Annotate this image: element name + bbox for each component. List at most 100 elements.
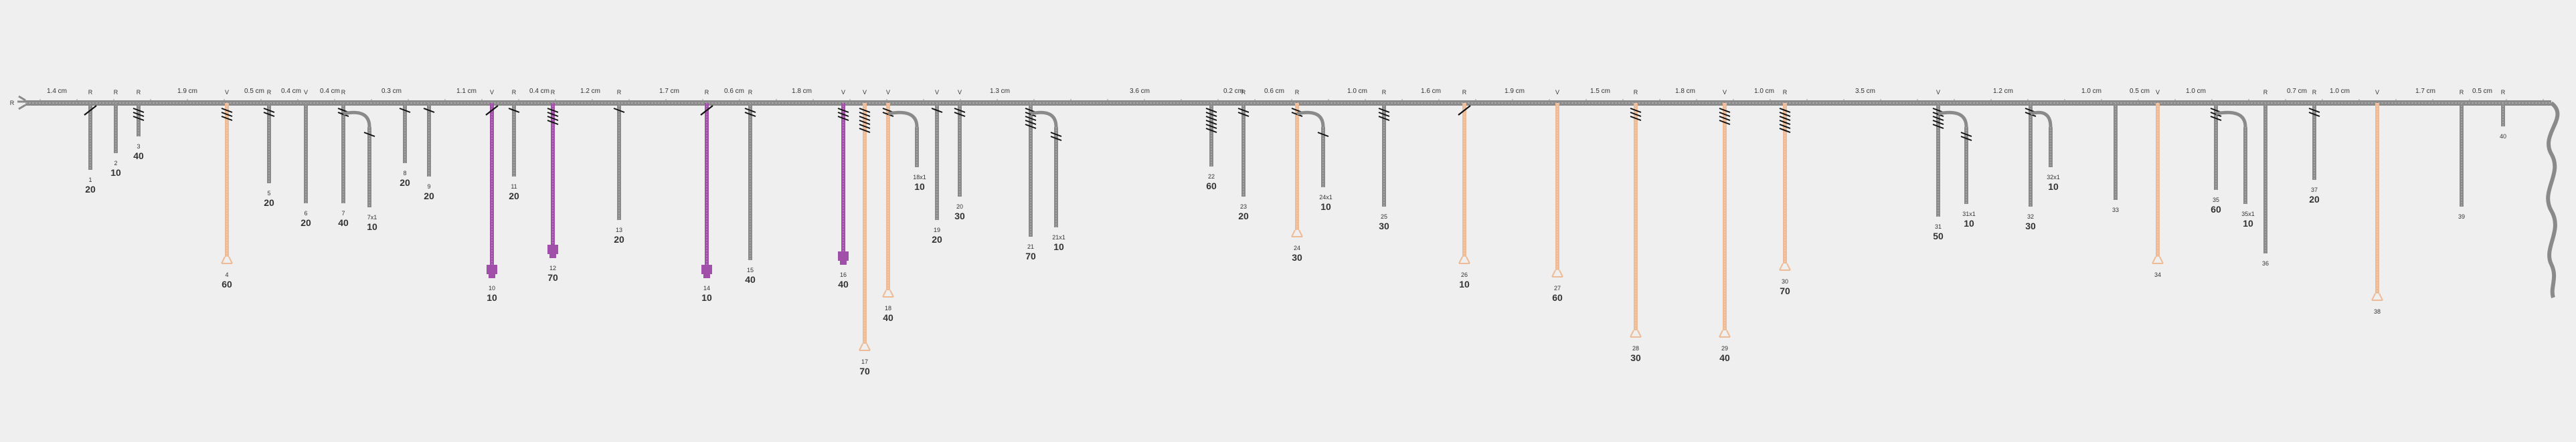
branch-value: 10 (914, 181, 925, 192)
hatch-mark (1932, 116, 1944, 121)
side-branch-arc (1296, 110, 1325, 128)
branch-number: 31 (1935, 223, 1942, 230)
hatch-mark (1025, 124, 1037, 129)
branch-type-label: R (341, 89, 346, 96)
branch-34: V 34 (2152, 89, 2164, 278)
branch-number: 4 (225, 271, 228, 278)
branch-8: 820 (399, 103, 411, 188)
branch-7: R 740 (337, 89, 349, 228)
branch-stem (114, 103, 118, 153)
branch-value: 60 (1552, 292, 1563, 303)
gap-label: 1.5 cm (1590, 88, 1610, 95)
gap-label: 1.0 cm (1754, 88, 1774, 95)
branch-stem (863, 103, 867, 344)
branch-type-label: R (1462, 89, 1467, 96)
hatch-mark (859, 116, 871, 121)
gap-label: 1.3 cm (990, 88, 1010, 95)
branch-33: 33 (2112, 103, 2119, 213)
branch-number: 16 (840, 271, 847, 278)
gap-label: 3.6 cm (1130, 88, 1150, 95)
branch-value: 20 (1238, 211, 1249, 221)
branch-value: 20 (85, 184, 96, 195)
branch-type-label: R (551, 89, 555, 96)
branch-number: 18x1 (913, 174, 926, 181)
branch-number: 29 (1721, 345, 1728, 352)
root-tip (1458, 256, 1470, 264)
branch-value: 10 (1459, 279, 1470, 290)
branch-type-label: V (1936, 89, 1940, 96)
hatch-mark (2308, 108, 2320, 113)
gap-label: 1.0 cm (1347, 88, 1367, 95)
gap-label: 0.3 cm (381, 88, 402, 95)
hatch-mark (1237, 108, 1250, 113)
branch-stem (427, 103, 431, 177)
branch-type-label: R (88, 89, 93, 96)
branch-value: 20 (300, 217, 311, 228)
branch-stem (915, 127, 919, 167)
hatch-mark (263, 108, 275, 113)
branch-type-label: R (512, 89, 517, 96)
branch-number: 10 (489, 285, 495, 292)
gap-label: 0.2 cm (1223, 88, 1243, 95)
branch-6: V 620 (300, 89, 311, 228)
hatch-mark (547, 116, 559, 121)
root-origin-fork (17, 95, 26, 110)
branch-stem (137, 103, 141, 136)
branch-stem (841, 103, 845, 257)
branch-number: 39 (2458, 213, 2465, 220)
hatch-mark (337, 112, 349, 117)
branch-number: 30 (1782, 278, 1788, 285)
hatch-mark (2308, 112, 2320, 117)
branch-stem (1241, 103, 1246, 197)
gap-label: 0.4 cm (281, 88, 301, 95)
branch-value: 30 (1630, 352, 1641, 363)
branch-36: R 36 (2262, 89, 2269, 267)
branch-value: 10 (367, 221, 377, 232)
branch-2: R 210 (110, 89, 121, 178)
root-tip (2371, 293, 2383, 301)
branch-value: 10 (701, 292, 712, 303)
hatch-mark (1719, 120, 1731, 125)
branch-number: 33 (2112, 207, 2119, 213)
hatch-mark (1630, 108, 1642, 113)
hatch-mark (133, 112, 145, 117)
branch-type-label: R (114, 89, 118, 96)
branch-type-label: R (2263, 89, 2268, 96)
hatch-mark (1205, 124, 1217, 129)
hatch-mark (1458, 105, 1471, 116)
gap-label: 0.6 cm (1264, 88, 1284, 95)
branch-39: R 39 (2458, 89, 2465, 220)
hatch-mark (837, 116, 849, 121)
hatch-mark (84, 105, 97, 116)
gap-label: 1.2 cm (580, 88, 600, 95)
gap-label: 1.8 cm (792, 88, 812, 95)
branch-stem (367, 127, 371, 207)
hatch-mark (423, 108, 435, 113)
branch-value: 30 (1379, 221, 1389, 231)
gap-label: 1.0 cm (2330, 88, 2350, 95)
branch-value: 70 (1780, 286, 1790, 296)
branch-number: 38 (2374, 308, 2381, 315)
branch-number: 35 (2213, 197, 2219, 203)
branch-value: 40 (133, 150, 144, 161)
branch-stem (2263, 103, 2267, 253)
branch-type-label: R (1382, 89, 1387, 96)
hatch-mark (1630, 116, 1642, 121)
branch-value: 70 (547, 272, 558, 283)
root-clamp (838, 251, 849, 261)
branch-number: 32 (2027, 213, 2034, 220)
gap-label: 0.5 cm (2130, 88, 2150, 95)
side-branch-arc (343, 110, 371, 128)
